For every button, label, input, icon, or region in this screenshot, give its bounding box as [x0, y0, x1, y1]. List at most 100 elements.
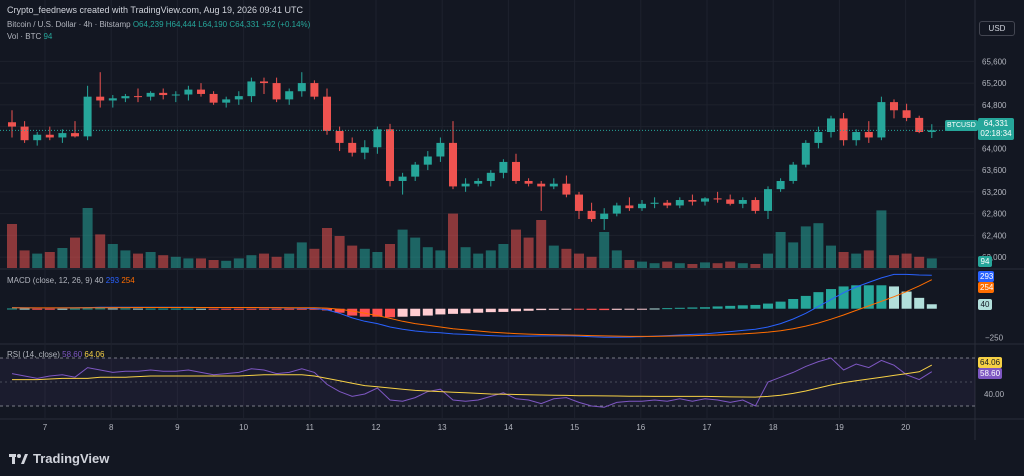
- rsi-label[interactable]: RSI (14, close): [7, 350, 60, 359]
- candle-body: [638, 203, 646, 209]
- candle-body: [335, 130, 344, 143]
- macd-histogram-bar: [359, 308, 370, 317]
- volume-bar: [649, 263, 660, 268]
- macd-histogram-bar: [599, 308, 610, 311]
- volume-bar: [145, 252, 156, 268]
- volume-bar: [70, 237, 80, 268]
- tradingview-logo[interactable]: TradingView: [9, 451, 109, 466]
- time-axis-label: 17: [703, 423, 712, 432]
- candle-body: [612, 205, 621, 214]
- candle-body: [575, 194, 583, 211]
- candle-body: [348, 142, 357, 153]
- volume-bar: [7, 224, 17, 268]
- macd-histogram-bar: [196, 308, 206, 310]
- macd-histogram-bar: [296, 308, 307, 310]
- macd-histogram-bar: [410, 308, 421, 317]
- time-axis-label: 8: [109, 423, 114, 432]
- candle-body: [549, 183, 558, 187]
- volume-bar: [359, 248, 370, 268]
- macd-histogram-bar: [385, 308, 395, 318]
- candle-body: [71, 133, 79, 137]
- macd-histogram-bar: [334, 308, 345, 313]
- volume-bar: [901, 253, 912, 268]
- macd-histogram-bar: [183, 308, 194, 310]
- candle-body: [285, 91, 294, 100]
- candle-body: [801, 142, 810, 165]
- volume-bar: [448, 213, 458, 268]
- volume-label[interactable]: Vol · BTC: [7, 32, 42, 41]
- volume-bar: [334, 236, 345, 268]
- candle-body: [8, 122, 16, 127]
- rsi-ma-value: 64.06: [84, 350, 105, 359]
- volume-bar: [926, 258, 937, 268]
- macd-histogram-bar: [914, 297, 925, 309]
- volume-bar: [914, 256, 925, 268]
- volume-bar: [637, 261, 647, 268]
- candle-body: [776, 180, 785, 190]
- candle-body: [600, 213, 609, 220]
- candle-body: [562, 183, 571, 195]
- candle-body: [411, 164, 420, 177]
- price-axis-label: 62,800: [982, 210, 1007, 219]
- macd-histogram-bar: [763, 303, 773, 309]
- candle-body: [701, 198, 709, 202]
- macd-label[interactable]: MACD (close, 12, 26, 9): [7, 276, 93, 285]
- macd-histogram-bar: [674, 307, 685, 309]
- candle-body: [184, 89, 193, 95]
- volume-bar: [800, 226, 811, 268]
- macd-histogram-bar: [246, 308, 257, 310]
- volume-legend: Vol · BTC 94: [7, 32, 52, 41]
- macd-histogram-bar: [826, 289, 836, 309]
- macd-histogram-bar: [775, 301, 786, 309]
- candle-body: [272, 83, 281, 100]
- candle-body: [902, 110, 911, 118]
- candle-body: [146, 92, 155, 97]
- volume-bar: [44, 252, 55, 268]
- volume-bar: [57, 248, 68, 268]
- candle-body: [839, 118, 848, 141]
- macd-histogram-bar: [44, 308, 55, 310]
- candle-body: [764, 189, 772, 211]
- candle-body: [45, 134, 54, 138]
- macd-histogram-bar: [838, 286, 849, 309]
- volume-bar: [813, 223, 824, 268]
- macd-legend: MACD (close, 12, 26, 9) 40 293 254: [7, 276, 135, 285]
- volume-bar: [422, 247, 433, 268]
- volume-bar: [233, 258, 244, 268]
- candle-body: [436, 142, 445, 157]
- price-legend: Bitcoin / U.S. Dollar · 4h · Bitstamp O6…: [7, 20, 310, 29]
- rsi-legend: RSI (14, close) 58.60 64.06: [7, 350, 104, 359]
- macd-histogram-bar: [851, 285, 862, 309]
- time-axis-label: 12: [372, 423, 381, 432]
- macd-histogram-bar: [901, 291, 912, 309]
- macd-histogram-bar: [485, 308, 496, 313]
- macd-histogram-bar: [813, 292, 824, 309]
- candle-body: [890, 102, 898, 111]
- time-axis-label: 18: [769, 423, 778, 432]
- volume-bar: [511, 229, 521, 268]
- macd-histogram-bar: [498, 308, 509, 312]
- price-axis-label: 65,600: [982, 57, 1007, 66]
- volume-bar: [674, 263, 685, 268]
- volume-bar: [725, 261, 736, 268]
- volume-bar: [574, 253, 584, 268]
- macd-histogram-bar: [889, 286, 899, 309]
- macd-histogram-bar: [712, 306, 723, 309]
- candle-body: [814, 132, 823, 143]
- volume-bar: [548, 245, 559, 268]
- volume-bar: [183, 258, 194, 268]
- volume-bar: [863, 250, 874, 268]
- macd-histogram-bar: [926, 304, 937, 309]
- symbol-label[interactable]: Bitcoin / U.S. Dollar · 4h · Bitstamp: [7, 20, 131, 29]
- volume-bar: [498, 244, 509, 268]
- currency-button[interactable]: USD: [979, 21, 1015, 36]
- volume-bar: [599, 232, 610, 268]
- attribution-text: Crypto_feednews created with TradingView…: [7, 5, 304, 15]
- price-axis-label: 63,600: [982, 166, 1007, 175]
- macd-histogram-bar: [309, 308, 320, 310]
- candle-body: [877, 102, 886, 138]
- candle-body: [83, 96, 92, 137]
- volume-bar: [523, 237, 534, 268]
- last-price: 64,331: [983, 119, 1009, 128]
